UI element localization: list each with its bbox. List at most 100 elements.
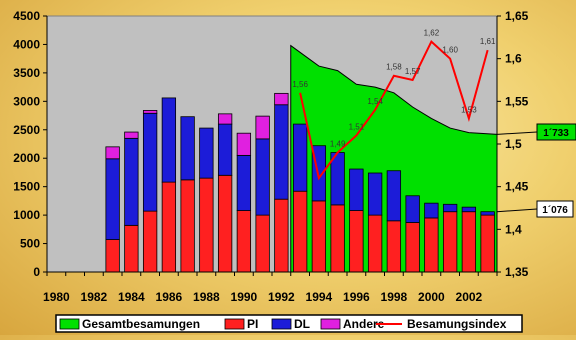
y-right-tick-label: 1,55 — [505, 94, 529, 108]
x-tick-label-1986: 1986 — [156, 290, 183, 304]
x-tick-label-2002: 2002 — [456, 290, 483, 304]
bar-pi-1993 — [292, 190, 308, 273]
point-label-1998: 1,58 — [386, 63, 402, 72]
legend-swatch-andere — [320, 318, 341, 330]
point-label-2000: 1,62 — [424, 29, 440, 38]
bar-pi-1997 — [367, 214, 383, 273]
point-label-1997: 1,54 — [367, 97, 383, 106]
bar-dl-1993 — [292, 123, 308, 192]
legend-label-dl: DL — [294, 317, 310, 331]
bar-dl-1992 — [274, 104, 289, 200]
bar-andere-1990 — [236, 132, 252, 156]
bar-dl-1997 — [367, 172, 383, 216]
x-tick-label-1984: 1984 — [118, 290, 145, 304]
y-left-tick-label: 500 — [20, 237, 40, 251]
bar-pi-1985 — [142, 210, 158, 273]
callout-pi-box — [536, 200, 574, 218]
legend-label-pi: PI — [247, 317, 258, 331]
point-label-2001: 1,60 — [442, 46, 458, 55]
y-left-tick-label: 4500 — [13, 9, 40, 23]
bar-andere-1989 — [217, 113, 233, 125]
x-tick-label-1998: 1998 — [381, 290, 408, 304]
legend-label-andere: Andere — [343, 317, 385, 331]
bar-dl-2000 — [424, 202, 439, 219]
y-right-tick-label: 1,45 — [505, 180, 529, 194]
x-tick-label-2000: 2000 — [418, 290, 445, 304]
bar-andere-1984 — [124, 131, 139, 139]
y-left-tick-label: 3500 — [13, 66, 40, 80]
bar-andere-1991 — [255, 115, 270, 140]
y-right-tick-label: 1,65 — [505, 9, 529, 23]
y-right-tick-label: 1,5 — [505, 137, 522, 151]
bar-pi-1991 — [255, 214, 270, 273]
y-right-tick-label: 1,6 — [505, 52, 522, 66]
legend-swatch-pi — [224, 318, 245, 330]
bar-pi-1996 — [349, 210, 364, 273]
legend-swatch-dl — [271, 318, 292, 330]
line-besamungsindex — [299, 39, 489, 181]
x-tick-label-1990: 1990 — [231, 290, 258, 304]
bar-dl-1986 — [161, 97, 177, 183]
y-left-tick-label: 0 — [33, 265, 40, 279]
bar-pi-2000 — [424, 217, 439, 273]
bar-dl-1984 — [124, 137, 139, 226]
bar-dl-2003 — [480, 211, 495, 216]
bar-dl-1990 — [236, 154, 252, 211]
legend-label-gesamtbesamungen: Gesamtbesamungen — [82, 317, 200, 331]
point-label-1999: 1,57 — [405, 67, 421, 76]
bar-dl-2001 — [442, 203, 458, 213]
bar-pi-2001 — [442, 211, 458, 273]
point-label-2002: 1,53 — [461, 105, 477, 114]
callout-pi-leader — [496, 208, 538, 213]
y-left-tick-label: 4000 — [13, 37, 40, 51]
bar-pi-1992 — [274, 198, 289, 273]
y-right-tick-label: 1,4 — [505, 222, 522, 236]
point-label-1996: 1,51 — [349, 122, 365, 131]
point-label-1993: 1,56 — [292, 80, 308, 89]
bar-pi-1995 — [330, 204, 345, 273]
bar-pi-1990 — [236, 210, 252, 273]
bar-andere-1985 — [142, 110, 158, 114]
bar-pi-1989 — [217, 174, 233, 273]
callout-gesamt-text: 1´733 — [543, 128, 569, 139]
callout-gesamt-box — [536, 123, 576, 141]
bar-dl-1985 — [142, 112, 158, 212]
bar-pi-1987 — [180, 179, 195, 273]
x-tick-label-1996: 1996 — [343, 290, 370, 304]
x-tick-label-1980: 1980 — [43, 290, 70, 304]
legend-swatch-gesamtbesamungen — [59, 318, 80, 330]
bar-dl-2002 — [461, 206, 477, 213]
bar-pi-1999 — [405, 222, 420, 273]
bar-pi-1986 — [161, 181, 177, 273]
y-right-tick-label: 1,35 — [505, 265, 529, 279]
y-left-tick-label: 3000 — [13, 94, 40, 108]
bar-dl-1996 — [349, 168, 364, 211]
point-label-1995: 1,49 — [330, 140, 346, 149]
x-tick-label-1994: 1994 — [306, 290, 333, 304]
bar-dl-1983 — [105, 158, 120, 240]
callout-pi-text: 1´076 — [542, 205, 568, 216]
bar-pi-1988 — [199, 177, 214, 273]
y-left-tick-label: 2000 — [13, 151, 40, 165]
bar-pi-1984 — [124, 224, 139, 273]
y-left-tick-label: 2500 — [13, 123, 40, 137]
bar-pi-2003 — [480, 214, 495, 273]
bar-dl-1988 — [199, 127, 214, 179]
bar-pi-1998 — [386, 220, 402, 273]
x-tick-label-1992: 1992 — [268, 290, 295, 304]
bar-andere-1983 — [105, 146, 120, 160]
bar-dl-1987 — [180, 116, 195, 181]
bar-dl-1999 — [405, 195, 420, 223]
bar-andere-1992 — [274, 92, 289, 106]
bar-pi-1983 — [105, 239, 120, 273]
x-tick-label-1988: 1988 — [193, 290, 220, 304]
bar-dl-1998 — [386, 170, 402, 222]
point-label-2003: 1,61 — [480, 37, 496, 46]
callout-gesamt-leader — [496, 131, 538, 135]
bar-dl-1991 — [255, 138, 270, 216]
legend: Gesamtbesamungen PI DL Andere Besamungsindex — [55, 314, 523, 333]
y-left-tick-label: 1000 — [13, 208, 40, 222]
bar-dl-1989 — [217, 123, 233, 176]
